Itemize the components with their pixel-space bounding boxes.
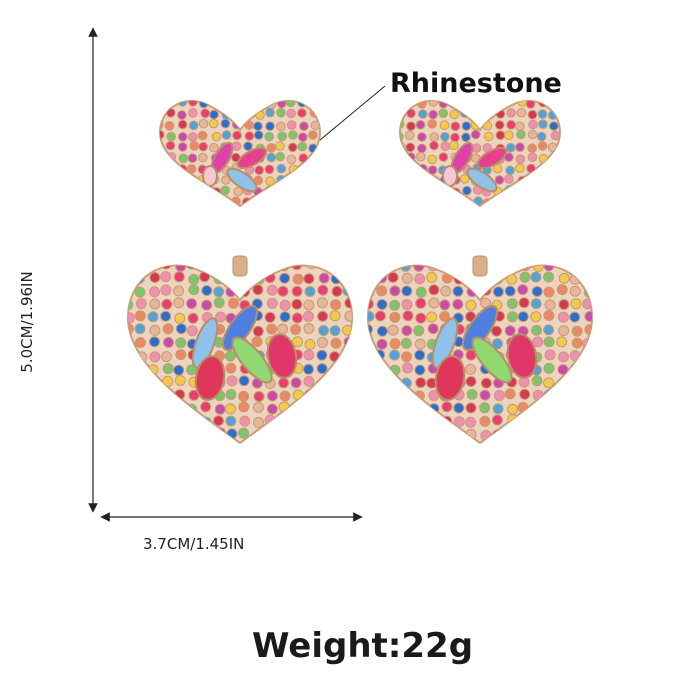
rhinestone-callout-label: Rhinestone (390, 68, 562, 99)
width-dimension-label: 3.7CM/1.45IN (143, 535, 245, 553)
small-heart (158, 99, 322, 208)
weight-label: Weight:22g (252, 626, 474, 666)
height-dimension-label: 5.0CM/1.96IN (18, 271, 36, 373)
small-heart (398, 99, 562, 208)
heart-earring-icon (366, 99, 594, 445)
heart-earring-icon (126, 99, 354, 445)
callout-leader-line (307, 85, 386, 151)
